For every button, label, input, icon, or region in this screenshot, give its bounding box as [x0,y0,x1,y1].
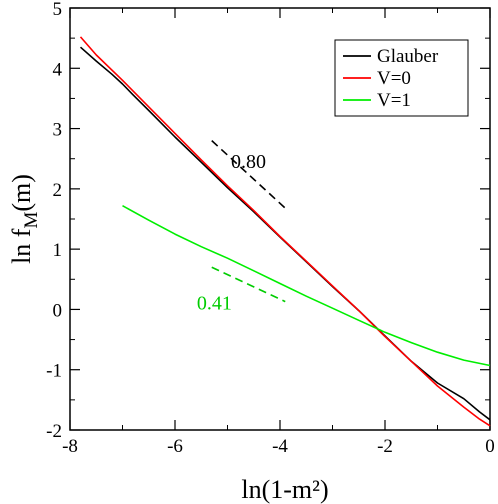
x-tick-label: -2 [377,436,393,457]
y-tick-label: 3 [53,120,63,141]
y-tick-label: -1 [46,361,62,382]
y-tick-label: -2 [46,421,62,442]
slope-annotation-label: 0.41 [197,292,232,314]
slope-guide-line [211,266,286,303]
legend-entry-label: V=1 [377,90,411,111]
x-tick-label: -6 [167,436,183,457]
y-tick-label: 4 [53,59,63,80]
legend-entry-label: Glauber [377,46,439,67]
x-tick-label: -4 [272,436,288,457]
y-tick-label: 5 [53,0,63,20]
series-group [79,36,491,427]
series-line-v-0 [79,36,491,427]
y-tick-label: 2 [53,180,63,201]
axes: -8 -6 -4 -2 0 -2 -1 0 1 2 3 4 5 [46,0,495,457]
x-tick-label: -8 [62,436,78,457]
slope-annotation-label: 0.80 [231,151,266,173]
legend-entry-label: V=0 [377,68,411,89]
y-tick-label: 0 [53,300,63,321]
x-tick-label: 0 [485,436,495,457]
x-axis-label: ln(1-m²) [241,475,328,504]
series-line-v-1 [122,204,491,367]
annotations-group: 0.80 0.41 [197,140,286,314]
y-axis-label: ln fM(m) [7,174,42,264]
y-tick-label: 1 [53,240,63,261]
slope-guide-line [211,140,286,209]
